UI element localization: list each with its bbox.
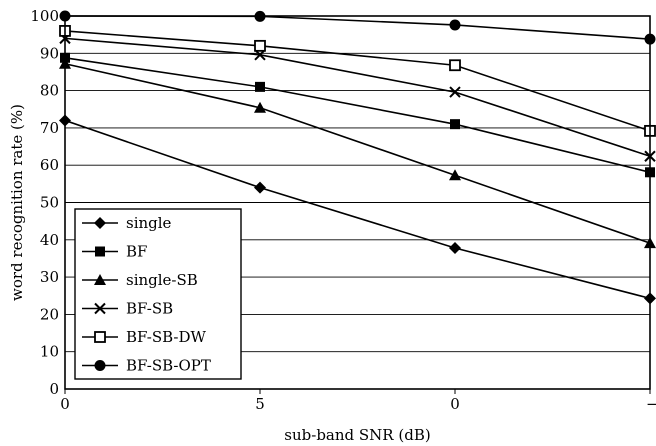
y-axis-ticks: 0 10 20 30 40 50 60 70 80 90 100: [30, 7, 59, 398]
legend-label-bf-sb-dw: BF-SB-DW: [126, 328, 206, 346]
y-tick-label: 80: [40, 82, 59, 100]
legend-marker-single-sb: [94, 274, 106, 285]
x-tick-label: − 5: [646, 395, 656, 413]
y-tick-label: 10: [40, 343, 59, 361]
data-point-single-sb: [449, 169, 461, 181]
x-axis-ticks: 0 5 0 − 5: [60, 389, 656, 413]
series-line-single-sb: [64, 62, 651, 244]
x-tick-label: 0: [60, 395, 70, 413]
legend-marker-bf: [95, 246, 105, 257]
legend-marker-single: [94, 217, 106, 229]
data-point-single-sb: [254, 101, 266, 113]
x-tick-label: 5: [255, 395, 265, 413]
legend-box: [74, 208, 242, 380]
y-tick-label: 90: [40, 44, 59, 62]
data-point-single: [449, 242, 461, 255]
y-tick-label: 20: [40, 305, 59, 323]
legend-marker-bf-sb-dw: [94, 331, 106, 343]
data-point-bf: [255, 81, 265, 92]
series-line-bf-sb-opt: [64, 15, 651, 40]
series-line-bf-sb: [64, 37, 651, 158]
legend: single BF single-SB BF-SB BF-SB-DW BF-SB-OPT: [74, 208, 242, 380]
y-tick-label: 40: [40, 231, 59, 249]
series-lines: [64, 15, 651, 300]
legend-label-single: single: [126, 214, 172, 232]
x-tick-label: 0: [450, 395, 460, 413]
series-markers: [59, 10, 656, 305]
y-tick-label: 50: [40, 194, 59, 212]
y-tick-label: 100: [30, 7, 59, 25]
data-point-bf-sb-dw: [254, 39, 266, 52]
legend-marker-bf-sb: [94, 302, 106, 315]
y-tick-label: 0: [49, 380, 59, 398]
legend-label-bf: BF: [126, 243, 147, 261]
plot-frame: [64, 15, 651, 390]
legend-label-bf-sb-opt: BF-SB-OPT: [126, 357, 211, 375]
legend-marker-bf-sb-opt: [94, 360, 106, 371]
data-point-bf-sb: [449, 86, 461, 98]
y-tick-label: 30: [40, 268, 59, 286]
series-line-single: [64, 119, 651, 300]
y-tick-label: 70: [40, 119, 59, 137]
data-point-single: [254, 181, 266, 194]
data-point-bf-sb-opt: [449, 19, 461, 31]
series-line-bf: [64, 56, 651, 174]
legend-label-single-sb: single-SB: [126, 271, 198, 289]
data-point-bf: [450, 119, 460, 130]
data-point-bf-sb-dw: [449, 59, 461, 72]
y-tick-label: 60: [40, 156, 59, 174]
y-axis-label: word recognition rate (%): [8, 104, 26, 301]
series-line-bf-sb-dw: [64, 30, 651, 132]
legend-label-bf-sb: BF-SB: [126, 300, 173, 318]
x-axis-label: sub-band SNR (dB): [284, 426, 430, 444]
